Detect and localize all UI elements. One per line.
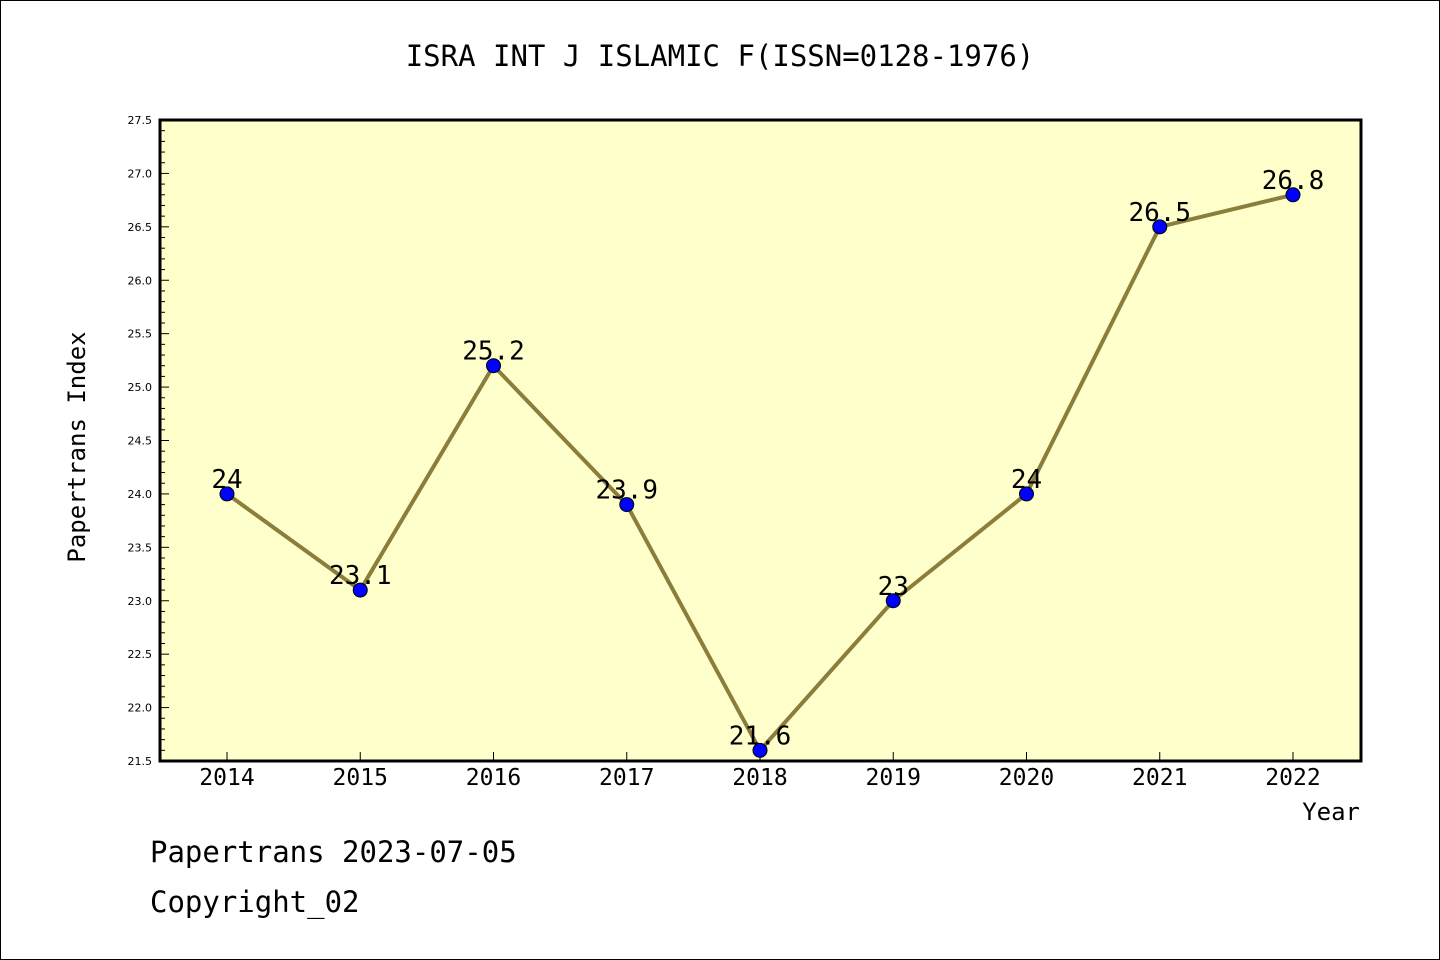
data-label: 24 — [1011, 465, 1042, 495]
x-tick-label: 2017 — [599, 765, 654, 791]
y-axis-title: Papertrans Index — [63, 331, 91, 562]
footer-copyright: Copyright_02 — [150, 885, 360, 919]
y-axis: 21.5 22.0 22.5 23.0 23.5 24.0 24.5 25.0 25.5 26.0… — [128, 114, 169, 768]
marker-group — [219, 187, 1301, 758]
data-label: 26.8 — [1262, 166, 1325, 196]
data-point — [1285, 187, 1301, 203]
data-label: 26.5 — [1128, 198, 1191, 228]
data-point — [885, 593, 901, 609]
x-tick-label: 2016 — [466, 765, 521, 791]
y-tick-label: 26.5 — [128, 221, 153, 234]
data-point — [752, 742, 768, 758]
y-tick-label: 25.0 — [128, 381, 153, 394]
data-label: 23.1 — [329, 561, 392, 591]
data-label: 23.9 — [595, 476, 658, 506]
x-tick-label: 2022 — [1265, 765, 1320, 791]
y-tick-label: 26.0 — [128, 274, 153, 287]
y-tick-label: 23.0 — [128, 595, 153, 608]
data-label-group: 24 23.1 25.2 23.9 21.6 23 24 26.5 26.8 — [211, 166, 1324, 752]
data-point — [619, 497, 635, 513]
data-point — [1019, 486, 1034, 502]
data-label: 24 — [211, 465, 242, 495]
x-tick-label: 2019 — [866, 765, 921, 791]
x-axis-title: Year — [1302, 798, 1360, 826]
x-tick-label: 2020 — [999, 765, 1054, 791]
footer-date: Papertrans 2023-07-05 — [150, 835, 517, 869]
y-tick-label: 25.5 — [128, 328, 153, 341]
y-tick-label: 21.5 — [128, 755, 153, 768]
y-tick-label: 23.5 — [128, 541, 153, 554]
data-point — [219, 486, 235, 502]
x-tick-label: 2018 — [732, 765, 787, 791]
y-tick-label: 27.5 — [128, 114, 153, 127]
y-tick-label: 24.0 — [128, 488, 153, 501]
x-tick-label: 2021 — [1132, 765, 1187, 791]
data-point — [1152, 219, 1168, 235]
x-tick-label: 2014 — [199, 765, 254, 791]
data-point — [352, 582, 368, 598]
data-label: 21.6 — [729, 721, 792, 751]
chart-title: ISRA INT J ISLAMIC F(ISSN=0128-1976) — [406, 39, 1035, 73]
data-label: 25.2 — [462, 337, 525, 367]
x-tick-label: 2015 — [333, 765, 388, 791]
y-tick-label: 24.5 — [128, 435, 153, 448]
y-tick-label: 22.5 — [128, 648, 153, 661]
y-tick-label: 27.0 — [128, 167, 153, 180]
data-label: 23 — [878, 572, 909, 602]
y-tick-label: 22.0 — [128, 702, 153, 715]
data-point — [486, 358, 501, 374]
x-axis: 2014 2015 2016 2017 2018 2019 2020 2021 2022 — [199, 752, 1321, 791]
